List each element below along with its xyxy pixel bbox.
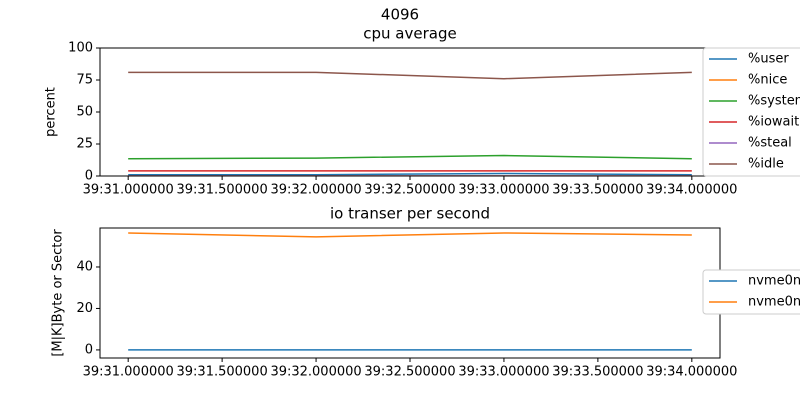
x-tick-label: 39:31.500000 — [177, 365, 268, 380]
x-tick-label: 39:31.000000 — [83, 365, 174, 380]
legend-label: %steal — [748, 136, 792, 151]
legend-label: %iowait — [748, 115, 799, 130]
y-tick-label: 75 — [76, 73, 93, 88]
legend-label: nvme0n1 — [748, 274, 800, 289]
y-tick-label: 0 — [85, 342, 93, 357]
y-tick-label: 50 — [76, 105, 93, 120]
y-tick-label: 40 — [76, 259, 93, 274]
axes-frame — [99, 227, 721, 359]
y-tick-label: 20 — [76, 301, 93, 316]
y-tick-label: 100 — [68, 41, 93, 56]
x-tick-label: 39:33.500000 — [552, 183, 643, 198]
x-tick-label: 39:33.500000 — [552, 365, 643, 380]
legend-label: %nice — [748, 73, 787, 88]
series-line — [128, 154, 692, 160]
x-tick-label: 39:32.000000 — [270, 365, 361, 380]
legend-label: %system — [748, 94, 800, 109]
x-tick-label: 39:32.000000 — [270, 183, 361, 198]
legend-label: nvme0n1 — [748, 295, 800, 310]
y-tick-label: 0 — [85, 169, 93, 184]
legend-label: %user — [748, 52, 789, 67]
figure-title: 4096 — [381, 6, 419, 24]
series-line — [128, 172, 692, 176]
y-axis-label: [M|K]Byte or Sector — [51, 229, 66, 357]
x-tick-label: 39:33.000000 — [458, 183, 549, 198]
x-tick-label: 39:34.000000 — [646, 183, 737, 198]
axes-title: cpu average — [363, 25, 456, 43]
series-line — [128, 71, 692, 80]
x-tick-label: 39:31.500000 — [177, 183, 268, 198]
x-tick-label: 39:32.500000 — [364, 183, 455, 198]
x-tick-label: 39:33.000000 — [458, 365, 549, 380]
x-tick-label: 39:31.000000 — [83, 183, 174, 198]
x-tick-label: 39:34.000000 — [646, 365, 737, 380]
legend-label: %idle — [748, 157, 784, 172]
series-line — [128, 232, 692, 238]
y-axis-label: percent — [44, 87, 59, 137]
x-tick-label: 39:32.500000 — [364, 365, 455, 380]
axes-title: io transer per second — [330, 205, 490, 223]
y-tick-label: 25 — [76, 137, 93, 152]
